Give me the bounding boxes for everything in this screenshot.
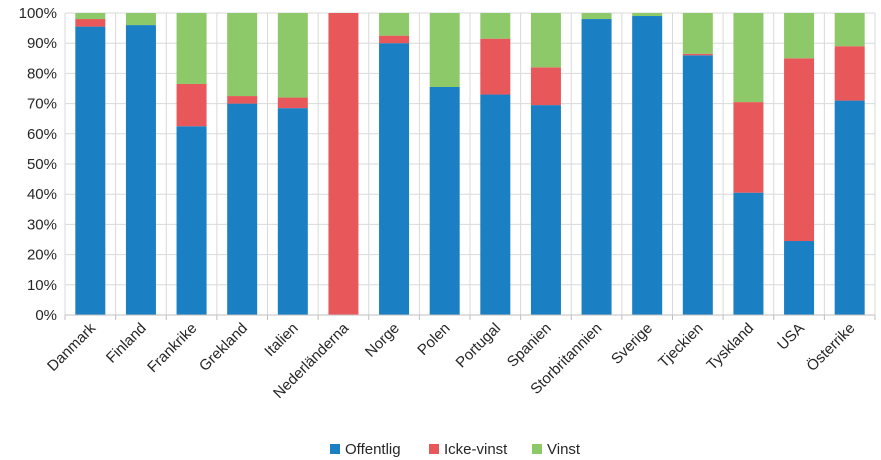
x-tick-label: Polen <box>414 320 453 359</box>
x-tick-label: Tyskland <box>703 320 757 374</box>
bar-offentlig-danmark <box>75 26 106 316</box>
bar-vinst-polen <box>429 13 460 87</box>
bar-offentlig-storbritannien <box>581 19 612 315</box>
bar-vinst-grekland <box>227 13 258 97</box>
bar-offentlig-tyskland <box>733 192 764 315</box>
y-tick-label: 40% <box>27 186 57 203</box>
y-tick-label: 30% <box>27 216 57 233</box>
legend: Offentlig Icke-vinst Vinst <box>330 441 581 458</box>
legend-swatch-vinst <box>532 444 542 454</box>
x-tick-label: Frankrike <box>144 320 200 376</box>
y-tick-label: 70% <box>27 96 57 113</box>
bar-offentlig-norge <box>379 43 410 315</box>
bar-vinst-sterrike <box>834 13 865 47</box>
legend-swatch-offentlig <box>330 444 340 454</box>
y-tick-label: 10% <box>27 277 57 294</box>
bar-icke-vinst-tjeckien <box>682 53 713 56</box>
y-tick-label: 50% <box>27 156 57 173</box>
legend-label-icke-vinst: Icke-vinst <box>444 441 508 458</box>
bar-vinst-storbritannien <box>581 13 612 20</box>
bar-vinst-sverige <box>632 13 663 17</box>
bar-icke-vinst-tyskland <box>733 102 764 193</box>
bar-icke-vinst-frankrike <box>176 83 207 127</box>
bar-offentlig-italien <box>277 108 308 315</box>
bar-icke-vinst-grekland <box>227 96 258 104</box>
x-tick-label: Spanien <box>504 320 555 371</box>
bar-vinst-finland <box>125 13 156 26</box>
bar-offentlig-finland <box>125 25 156 316</box>
x-tick-label: Österrike <box>803 319 859 375</box>
x-tick-label: Finland <box>103 320 150 367</box>
bar-vinst-italien <box>277 13 308 98</box>
bar-offentlig-spanien <box>530 105 561 315</box>
bar-icke-vinst-italien <box>277 97 308 109</box>
bars <box>75 13 865 316</box>
x-tick-label: USA <box>774 320 808 354</box>
bar-offentlig-portugal <box>480 94 511 315</box>
bar-offentlig-sverige <box>632 16 663 316</box>
bar-offentlig-grekland <box>227 103 258 315</box>
bar-icke-vinst-danmark <box>75 19 106 27</box>
bar-vinst-tyskland <box>733 13 764 103</box>
y-tick-label: 0% <box>35 307 57 324</box>
bar-vinst-norge <box>379 13 410 36</box>
bar-icke-vinst-sterrike <box>834 46 865 101</box>
legend-swatch-icke-vinst <box>429 444 439 454</box>
bar-icke-vinst-nederl-nderna <box>328 13 359 315</box>
bar-vinst-spanien <box>530 13 561 68</box>
y-tick-label: 60% <box>27 126 57 143</box>
bar-icke-vinst-usa <box>784 58 815 242</box>
y-axis: 0% 10% 20% 30% 40% 50% 60% 70% 80% 90% 100% <box>19 5 57 324</box>
x-tick-label: Norge <box>362 320 403 361</box>
x-tick-label: Grekland <box>196 320 251 375</box>
bar-offentlig-tjeckien <box>682 55 713 315</box>
x-tick-label: Tjeckien <box>655 320 707 372</box>
bar-vinst-tjeckien <box>682 13 713 54</box>
bar-icke-vinst-spanien <box>530 67 561 106</box>
bar-vinst-portugal <box>480 13 511 39</box>
bar-vinst-usa <box>784 13 815 59</box>
y-tick-label: 80% <box>27 65 57 82</box>
x-tick-label: Italien <box>261 320 301 360</box>
bar-vinst-frankrike <box>176 13 207 84</box>
y-tick-label: 20% <box>27 247 57 264</box>
bar-offentlig-sterrike <box>834 100 865 315</box>
y-tick-label: 100% <box>19 5 57 22</box>
bar-offentlig-polen <box>429 86 460 316</box>
legend-label-vinst: Vinst <box>547 441 581 458</box>
bar-icke-vinst-norge <box>379 35 410 44</box>
x-tick-label: Danmark <box>44 319 99 374</box>
x-tick-label: Sverige <box>608 320 656 368</box>
bar-icke-vinst-portugal <box>480 38 511 95</box>
legend-label-offentlig: Offentlig <box>345 441 401 458</box>
bar-offentlig-usa <box>784 241 815 315</box>
bar-vinst-danmark <box>75 13 106 20</box>
bar-offentlig-frankrike <box>176 126 207 315</box>
y-tick-label: 90% <box>27 35 57 52</box>
x-tick-label: Portugal <box>453 320 505 372</box>
